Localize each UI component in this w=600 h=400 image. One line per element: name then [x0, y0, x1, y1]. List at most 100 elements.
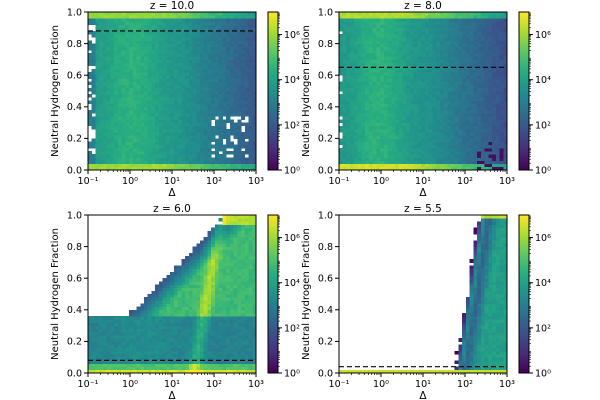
heatmap-bin [376, 40, 381, 44]
heatmap-bin [110, 132, 115, 136]
heatmap-bin [211, 100, 216, 105]
heatmap-bin [488, 75, 493, 79]
heatmap-bin [241, 34, 246, 38]
heatmap-bin [241, 18, 246, 22]
heatmap-bin [395, 122, 400, 127]
heatmap-bin [421, 103, 426, 108]
heatmap-bin [252, 144, 257, 149]
heatmap-bin [357, 151, 362, 155]
heatmap-bin [102, 100, 108, 105]
heatmap-bin [342, 43, 347, 48]
heatmap-bin [439, 65, 444, 70]
heatmap-bin [211, 59, 216, 63]
heatmap-bin [454, 97, 459, 101]
heatmap-bin [102, 46, 108, 51]
heatmap-bin [365, 132, 370, 136]
heatmap-bin [439, 122, 444, 127]
heatmap-bin [503, 100, 508, 105]
heatmap-bin [181, 132, 186, 136]
heatmap-bin [413, 56, 418, 60]
heatmap-bin [237, 147, 242, 152]
heatmap-bin [462, 72, 467, 76]
heatmap-bin [185, 144, 190, 149]
heatmap-bin [484, 157, 489, 161]
heatmap-bin [342, 166, 347, 171]
heatmap-bin [196, 109, 201, 114]
heatmap-bin [88, 154, 93, 158]
heatmap-bin [368, 53, 373, 57]
heatmap-bin [155, 62, 160, 67]
heatmap-bin [458, 128, 463, 133]
heatmap-bin [252, 166, 257, 171]
heatmap-bin [436, 24, 441, 29]
heatmap-bin [503, 62, 508, 67]
heatmap-bin [432, 84, 437, 89]
heatmap-bin [395, 49, 400, 54]
heatmap-bin [151, 119, 156, 123]
heatmap-bin [376, 138, 381, 142]
heatmap-bin [391, 144, 396, 149]
heatmap-bin [162, 128, 167, 133]
heatmap-bin [465, 138, 471, 142]
heatmap-bin [188, 97, 193, 101]
heatmap-bin [488, 84, 493, 89]
heatmap-bin [383, 37, 388, 41]
heatmap-bin [192, 53, 197, 57]
heatmap-bin [229, 119, 234, 123]
heatmap-bin [132, 160, 137, 165]
heatmap-bin [95, 366, 100, 371]
heatmap-bin [233, 144, 238, 149]
heatmap-bin [177, 138, 182, 142]
heatmap-bin [207, 119, 212, 123]
y-tick-label: 0.0 [318, 165, 333, 176]
heatmap-bin [237, 12, 242, 16]
heatmap-bin [140, 30, 145, 35]
heatmap-bin [106, 78, 111, 82]
heatmap-bin [88, 316, 93, 320]
heatmap-bin [424, 147, 429, 152]
heatmap-bin [102, 62, 108, 67]
heatmap-bin [357, 100, 362, 105]
heatmap-bin [173, 30, 178, 35]
heatmap-bin [398, 81, 403, 86]
heatmap-bin [477, 97, 482, 101]
heatmap-bin [424, 163, 429, 168]
heatmap-bin [129, 335, 134, 339]
heatmap-bin [342, 62, 347, 67]
heatmap-bin [488, 128, 493, 133]
heatmap-bin [177, 40, 182, 44]
heatmap-bin [144, 21, 149, 26]
heatmap-bin [387, 157, 392, 161]
heatmap-bin [417, 87, 422, 92]
heatmap-bin [147, 49, 152, 54]
heatmap-bin [177, 27, 182, 32]
heatmap-bin [102, 75, 108, 79]
heatmap-bin [391, 65, 396, 70]
heatmap-bin [147, 347, 152, 352]
heatmap-bin [391, 122, 396, 127]
heatmap-bin [447, 18, 452, 22]
heatmap-bin [121, 12, 126, 16]
heatmap-bin [177, 119, 182, 123]
heatmap-bin [110, 27, 115, 32]
heatmap-bin [409, 163, 415, 168]
heatmap-bin [188, 141, 193, 146]
heatmap-bin [409, 132, 415, 136]
heatmap-bin [158, 166, 164, 171]
heatmap-bin [391, 113, 396, 117]
heatmap-bin [252, 68, 257, 73]
heatmap-bin [376, 157, 381, 161]
heatmap-bin [177, 12, 182, 16]
heatmap-bin [158, 94, 164, 98]
heatmap-bin [99, 30, 104, 35]
heatmap-bin [383, 166, 388, 171]
heatmap-bin [458, 138, 463, 142]
heatmap-bin [380, 72, 385, 76]
heatmap-bin [383, 100, 388, 105]
heatmap-bin [200, 154, 205, 158]
heatmap-bin [129, 15, 134, 19]
heatmap-bin [114, 141, 119, 146]
heatmap-bin [140, 24, 145, 29]
heatmap-bin [346, 87, 351, 92]
heatmap-bin [387, 56, 392, 60]
